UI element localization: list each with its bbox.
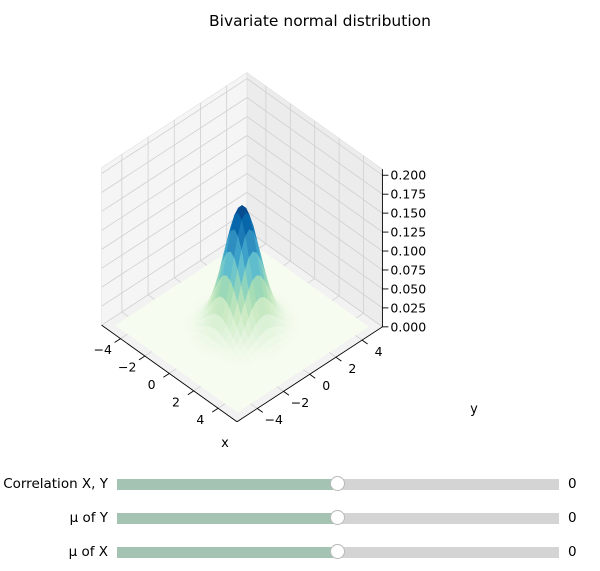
- slider-value: 0: [568, 510, 577, 526]
- x-tick-label: 4: [196, 412, 204, 427]
- slider-track[interactable]: [117, 476, 559, 491]
- y-tick-label: 0: [322, 378, 330, 393]
- z-tick-label: 0.125: [390, 225, 426, 240]
- slider-correlation: Correlation X, Y 0: [0, 474, 600, 496]
- z-tick-label: 0.000: [390, 319, 426, 334]
- grid-line: [101, 135, 248, 231]
- slider-handle[interactable]: [330, 544, 345, 559]
- grid-line: [246, 192, 383, 290]
- tick-mark: [163, 373, 170, 378]
- grid-line: [246, 210, 383, 309]
- tick-mark: [257, 408, 264, 413]
- grid-line: [101, 154, 248, 250]
- tick-mark: [187, 390, 194, 396]
- y-tick-label: −2: [291, 395, 309, 410]
- slider-value: 0: [568, 544, 577, 560]
- grid-line: [101, 116, 248, 212]
- grid-line: [246, 135, 383, 233]
- tick-mark: [283, 391, 290, 396]
- x-tick-label: 0: [148, 377, 156, 392]
- z-tick-label: 0.025: [390, 300, 426, 315]
- grid-line: [101, 210, 248, 307]
- slider-mu-y: μ of Y 0: [0, 508, 600, 530]
- z-tick-label: 0.175: [390, 187, 426, 202]
- tick-mark: [114, 338, 121, 343]
- tick-marks: −4 −2 0 2 4 −4 −2 0 2 4 0.000 0.025 0.050 0.075 0.100 0…: [94, 168, 427, 428]
- grid-line: [101, 229, 248, 326]
- tick-mark: [309, 373, 316, 379]
- tick-mark: [211, 407, 219, 413]
- slider-mu-x: μ of X 0: [0, 542, 600, 564]
- z-tick-label: 0.075: [390, 263, 426, 278]
- surface-plot: [115, 204, 369, 413]
- slider-handle[interactable]: [330, 510, 345, 525]
- y-tick-label: 2: [348, 361, 356, 376]
- tick-mark: [138, 355, 146, 361]
- surface-patch: [233, 406, 242, 413]
- grid-line: [246, 173, 383, 271]
- slider-label: μ of X: [68, 544, 108, 560]
- z-tick-label: 0.050: [390, 281, 426, 296]
- slider-handle[interactable]: [330, 476, 345, 491]
- slider-label: μ of Y: [69, 510, 108, 526]
- z-tick-label: 0.150: [390, 206, 426, 221]
- slider-fill: [117, 513, 338, 524]
- x-tick-label: 2: [172, 394, 180, 409]
- slider-fill: [117, 547, 338, 558]
- grid-line: [101, 78, 248, 174]
- grid-line: [101, 192, 248, 288]
- grid-line: [246, 116, 383, 214]
- slider-track[interactable]: [117, 510, 559, 525]
- slider-track[interactable]: [117, 544, 559, 559]
- slider-label: Correlation X, Y: [3, 476, 108, 492]
- x-tick-label: −4: [94, 342, 112, 357]
- grid-line: [101, 173, 248, 269]
- z-tick-label: 0.100: [390, 244, 426, 259]
- z-tick-label: 0.200: [390, 168, 426, 183]
- x-tick-label: −2: [118, 360, 136, 375]
- x-axis-label: x: [221, 436, 229, 451]
- grid-line: [246, 97, 383, 195]
- y-tick-label: 4: [375, 344, 383, 359]
- grid-line: [101, 97, 248, 193]
- slider-value: 0: [568, 476, 577, 492]
- grid-line: [246, 229, 383, 328]
- slider-fill: [117, 479, 338, 490]
- chart-title: Bivariate normal distribution: [209, 12, 431, 30]
- y-tick-label: −4: [265, 412, 283, 427]
- grid-line: [246, 78, 383, 176]
- y-axis-label: y: [470, 402, 478, 417]
- tick-mark: [361, 339, 368, 345]
- grid-line: [246, 154, 383, 252]
- tick-mark: [335, 356, 342, 362]
